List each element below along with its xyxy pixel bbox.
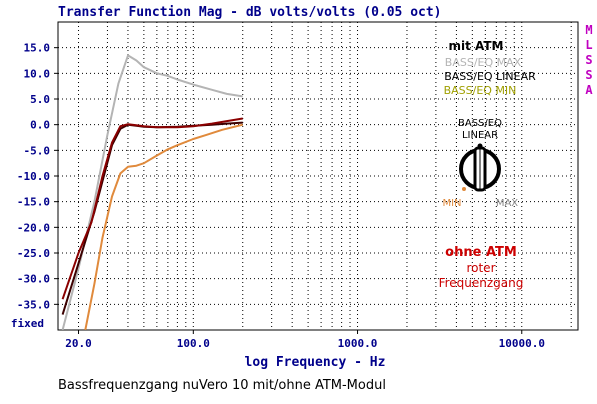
- right-label: A: [585, 83, 593, 97]
- series-line-2: [84, 123, 243, 330]
- x-tick-label: 20.0: [65, 337, 92, 350]
- x-tick-label: 1000.0: [338, 337, 378, 350]
- knob-label-line1: BASS/EQ: [458, 118, 502, 129]
- y-tick-label: -25.0: [17, 247, 50, 260]
- y-tick-label: 5.0: [30, 93, 50, 106]
- x-axis-label: log Frequency - Hz: [245, 355, 386, 370]
- x-tick-label: 100.0: [177, 337, 210, 350]
- chart-title: Transfer Function Mag - dB volts/volts (…: [58, 5, 442, 20]
- knob-max-label: MAX: [496, 198, 518, 209]
- y-tick-label: -10.0: [17, 170, 50, 183]
- legend-min: BASS/EQ MIN: [444, 84, 517, 97]
- series-group: [61, 54, 243, 330]
- y-tick-label: -20.0: [17, 221, 50, 234]
- series-line-3: [61, 117, 243, 300]
- right-label: M: [585, 23, 592, 37]
- right-label: S: [585, 68, 592, 82]
- y-tick-label: -30.0: [17, 273, 50, 286]
- y-tick-label: -15.0: [17, 196, 50, 209]
- y-bottom-label: fixed: [11, 317, 44, 330]
- series-line-0: [61, 54, 243, 330]
- grid: [58, 22, 578, 330]
- mit-atm-title: mit ATM: [448, 39, 503, 53]
- right-label: L: [585, 38, 592, 52]
- y-tick-label: -5.0: [24, 144, 51, 157]
- y-tick-label: 10.0: [24, 67, 51, 80]
- y-tick-label: 0.0: [30, 119, 50, 132]
- knob-label-line2: LINEAR: [462, 130, 498, 141]
- x-tick-label: 10000.0: [499, 337, 545, 350]
- ohne-atm-line2: roter: [466, 261, 495, 275]
- knob-min-label: MIN: [442, 198, 461, 209]
- x-axis: 20.0 100.0 1000.0 10000.0: [65, 330, 545, 350]
- right-label: S: [585, 53, 592, 67]
- knob-icon: [459, 143, 501, 192]
- y-tick-label: -35.0: [17, 298, 50, 311]
- y-axis: 15.0 10.0 5.0 0.0 -5.0 -10.0 -15.0 -20.0 -25.0 -3…: [11, 42, 58, 330]
- ohne-atm-title: ohne ATM: [445, 245, 517, 260]
- ohne-atm-line3: Frequenzgang: [439, 276, 524, 290]
- y-tick-label: 15.0: [24, 42, 51, 55]
- caption: Bassfrequenzgang nuVero 10 mit/ohne ATM-…: [58, 378, 386, 393]
- legend-max: BASS/EQ MAX: [445, 56, 522, 69]
- legend-linear: BASS/EQ LINEAR: [444, 70, 536, 83]
